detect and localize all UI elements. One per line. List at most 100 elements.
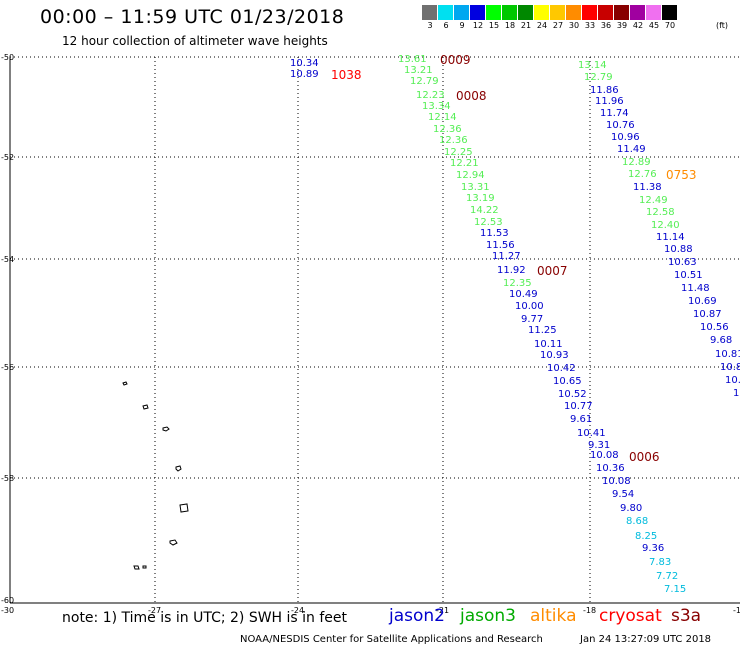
wave-height-value: 10.34: [290, 58, 319, 69]
wave-height-value: 11.92: [497, 265, 526, 276]
longitude-label: -24: [291, 606, 304, 615]
wave-height-value: 12.53: [474, 217, 503, 228]
wave-height-value: 10.: [733, 388, 740, 399]
wave-height-value: 10.63: [668, 257, 697, 268]
legend-label: 12: [472, 21, 484, 30]
wave-height-value: 13.14: [578, 60, 607, 71]
wave-height-value: 10.08: [602, 476, 631, 487]
legend-swatch: [550, 5, 566, 20]
legend-unit: (ft): [716, 21, 729, 30]
legend-swatch: [454, 5, 470, 20]
latitude-label: -60: [1, 596, 14, 605]
credit-line: NOAA/NESDIS Center for Satellite Applica…: [240, 634, 543, 645]
longitude-label: -18: [583, 606, 596, 615]
legend-swatch: [534, 5, 550, 20]
island-4: [175, 465, 182, 472]
legend-labels: 3 6 9 12 15 18 21 24 27 30 33 36 39 42 45 70: [422, 21, 678, 30]
legend-label: 33: [584, 21, 596, 30]
legend-swatch: [438, 5, 454, 20]
generated-timestamp: Jan 24 13:27:09 UTC 2018: [580, 634, 712, 645]
grid-lines: [10, 56, 740, 603]
wave-height-value: 10.76: [606, 120, 635, 131]
wave-height-value: 7.15: [664, 584, 686, 595]
legend-swatch: [662, 5, 678, 20]
pass-time-label: 0006: [629, 450, 660, 464]
wave-height-value: 7.83: [649, 557, 671, 568]
island-1: [122, 381, 128, 386]
coastline-islands: [122, 381, 189, 570]
wave-height-value: 9.80: [620, 503, 642, 514]
page-subtitle: 12 hour collection of altimeter wave hei…: [62, 34, 328, 48]
legend-label: 21: [520, 21, 532, 30]
island-8: [142, 565, 147, 569]
satellite-label-jason3: jason3: [460, 606, 516, 626]
wave-height-value: 10.08: [590, 450, 619, 461]
legend-swatch: [518, 5, 534, 20]
pass-time-labels: 1038 0009 0008 0753 0007 0006: [331, 53, 697, 464]
wave-height-value: 10.49: [509, 289, 538, 300]
page-title: 00:00 – 11:59 UTC 01/23/2018: [40, 6, 345, 28]
wave-height-value: 11.25: [528, 325, 557, 336]
wave-height-value: 12.25: [444, 147, 473, 158]
wave-height-value: 10.77: [564, 401, 593, 412]
pass-time-label: 0007: [537, 264, 568, 278]
wave-height-value: 10.00: [515, 301, 544, 312]
wave-height-value: 12.36: [433, 124, 462, 135]
longitude-label: -15: [733, 606, 740, 615]
legend-label: 15: [488, 21, 500, 30]
wave-height-value: 10.41: [577, 428, 606, 439]
wave-height-value: 11.27: [492, 251, 521, 262]
wave-height-value: 13.34: [422, 101, 451, 112]
wave-height-value: 9.31: [588, 440, 610, 451]
longitude-label: -21: [436, 606, 449, 615]
satellite-label-jason2: jason2: [389, 606, 445, 626]
wave-height-value: 10.87: [693, 309, 722, 320]
wave-height-value: 12.89: [622, 157, 651, 168]
wave-height-value: 10.52: [558, 389, 587, 400]
wave-height-value: 10.96: [611, 132, 640, 143]
wave-height-value: 11.96: [595, 96, 624, 107]
pass-time-label: 1038: [331, 68, 362, 82]
wave-height-value: 8.25: [635, 531, 657, 542]
latitude-label: -50: [1, 53, 14, 62]
wave-height-value: 12.79: [410, 76, 439, 87]
legend-swatch: [598, 5, 614, 20]
legend-label: 18: [504, 21, 516, 30]
wave-height-value: 10.81: [715, 349, 740, 360]
wave-height-value: 13.21: [404, 65, 433, 76]
wave-height-value: 12.35: [503, 278, 532, 289]
wave-height-value: 10.8: [720, 362, 740, 373]
satellite-label-s3a: s3a: [671, 606, 702, 626]
legend-label: 30: [568, 21, 580, 30]
satellite-label-cryosat: cryosat: [599, 606, 662, 626]
latitude-label: -56: [1, 363, 14, 372]
legend-swatch: [614, 5, 630, 20]
color-legend: [422, 5, 678, 20]
legend-label: 9: [459, 21, 465, 30]
wave-height-value: 10.11: [534, 339, 563, 350]
latitude-labels: -50 -52 -54 -56 -58 -60: [1, 53, 14, 605]
island-5: [179, 503, 189, 513]
legend-swatch: [486, 5, 502, 20]
wave-height-value: 10.36: [596, 463, 625, 474]
island-3: [162, 426, 170, 432]
wave-height-value: 10.56: [700, 322, 729, 333]
wave-height-value: 11.74: [600, 108, 629, 119]
pass-time-label: 0008: [456, 89, 487, 103]
wave-height-value: 8.68: [626, 516, 648, 527]
wave-height-value: 12.76: [628, 169, 657, 180]
legend-swatch: [422, 5, 438, 20]
wave-height-value: 10.51: [674, 270, 703, 281]
legend-swatch: [566, 5, 582, 20]
wave-height-value: 10.: [725, 375, 740, 386]
legend-swatch: [582, 5, 598, 20]
pass-time-label: 0009: [440, 53, 471, 67]
legend-label: 27: [552, 21, 564, 30]
legend-label: 3: [427, 21, 433, 30]
satellite-label-altika: altika: [530, 606, 577, 626]
wave-height-value: 10.89: [290, 69, 319, 80]
legend-swatch: [646, 5, 662, 20]
wave-height-value: 12.21: [450, 158, 479, 169]
latitude-label: -54: [1, 255, 14, 264]
